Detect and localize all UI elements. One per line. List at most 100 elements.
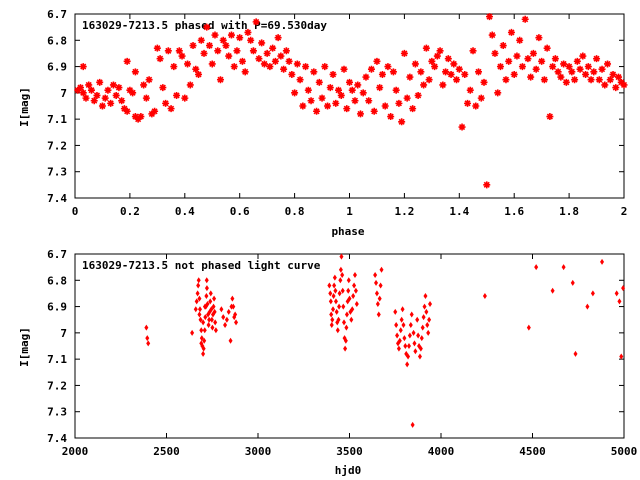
data-point (560, 60, 568, 68)
x-tick-label: 2000 (62, 445, 89, 458)
data-point (496, 63, 504, 71)
data-point (195, 290, 200, 297)
data-point (450, 60, 458, 68)
data-point (210, 324, 215, 331)
data-point (227, 31, 235, 39)
data-point (409, 311, 414, 318)
data-point (532, 65, 540, 73)
data-point (403, 343, 408, 349)
data-point (145, 335, 150, 342)
data-point (332, 274, 337, 281)
y-tick-label: 7 (60, 327, 67, 340)
data-point (274, 34, 282, 42)
x-tick-label: 1.6 (504, 205, 524, 218)
y-tick-label: 7.1 (47, 113, 67, 126)
data-point (421, 314, 426, 321)
data-point (543, 44, 551, 52)
phased-light-curve-panel: 163029-7213.5 phased with P=69.530day ph… (18, 8, 628, 238)
data-point (212, 295, 217, 302)
data-point (377, 295, 382, 302)
data-point (422, 44, 430, 52)
data-point (195, 70, 203, 78)
data-point (362, 73, 370, 81)
data-point (252, 18, 260, 26)
data-point (393, 308, 398, 315)
data-point (331, 293, 336, 300)
data-point (609, 70, 617, 78)
data-point (339, 253, 344, 260)
data-point (340, 287, 345, 294)
data-point (221, 314, 226, 321)
data-point (375, 300, 380, 307)
data-point (197, 36, 205, 44)
data-point (329, 70, 337, 78)
data-point (419, 335, 424, 342)
data-point (198, 316, 203, 323)
data-point (402, 335, 407, 342)
data-point (412, 340, 417, 347)
data-point (378, 70, 386, 78)
data-point (513, 52, 521, 60)
data-point (557, 73, 565, 81)
data-point (433, 52, 441, 60)
data-point (549, 63, 557, 71)
data-point (582, 70, 590, 78)
data-point (565, 63, 573, 71)
data-point (137, 113, 145, 121)
data-point (562, 78, 570, 86)
data-point (365, 97, 373, 105)
data-point (329, 311, 334, 318)
data-point (439, 81, 447, 89)
data-point (494, 89, 502, 97)
data-point (349, 316, 354, 323)
data-point (485, 13, 493, 21)
data-point (426, 329, 431, 336)
data-point (228, 337, 233, 344)
data-point (397, 337, 402, 344)
unphased-light-curve-panel: 163029-7213.5 not phased light curve hjd… (18, 248, 637, 477)
data-point (162, 99, 170, 107)
data-point (540, 76, 548, 84)
data-point (378, 282, 383, 289)
data-point (384, 63, 392, 71)
data-point (491, 49, 499, 57)
x-axis-title: hjd0 (335, 464, 362, 477)
data-point (304, 86, 312, 94)
data-point (408, 321, 413, 328)
data-point (367, 65, 375, 73)
data-point (351, 97, 359, 105)
data-point (255, 55, 263, 63)
data-point (551, 55, 559, 63)
data-point (249, 47, 257, 55)
data-point (79, 89, 87, 97)
data-point (464, 99, 472, 107)
data-point (561, 264, 566, 271)
data-point (472, 102, 480, 110)
data-point (196, 282, 201, 289)
data-point (516, 36, 524, 44)
data-point (211, 31, 219, 39)
data-point (534, 264, 539, 271)
data-point (436, 47, 444, 55)
data-point (85, 81, 93, 89)
x-axis-title: phase (331, 225, 364, 238)
data-point (373, 272, 378, 279)
data-point (398, 327, 403, 334)
data-point (145, 76, 153, 84)
data-point (203, 314, 208, 321)
x-tick-label: 5000 (611, 445, 638, 458)
data-point (425, 321, 430, 328)
data-point (216, 76, 224, 84)
y-tick-label: 7.2 (47, 139, 67, 152)
y-axis-title: I[mag] (18, 327, 31, 367)
data-point (344, 311, 349, 318)
data-point (398, 118, 406, 126)
x-tick-label: 3500 (336, 445, 363, 458)
data-point (374, 290, 379, 297)
data-point (416, 332, 421, 339)
data-point (374, 279, 379, 286)
data-point (410, 421, 415, 428)
data-point (194, 298, 199, 305)
data-point (409, 105, 417, 113)
data-point (118, 97, 126, 105)
